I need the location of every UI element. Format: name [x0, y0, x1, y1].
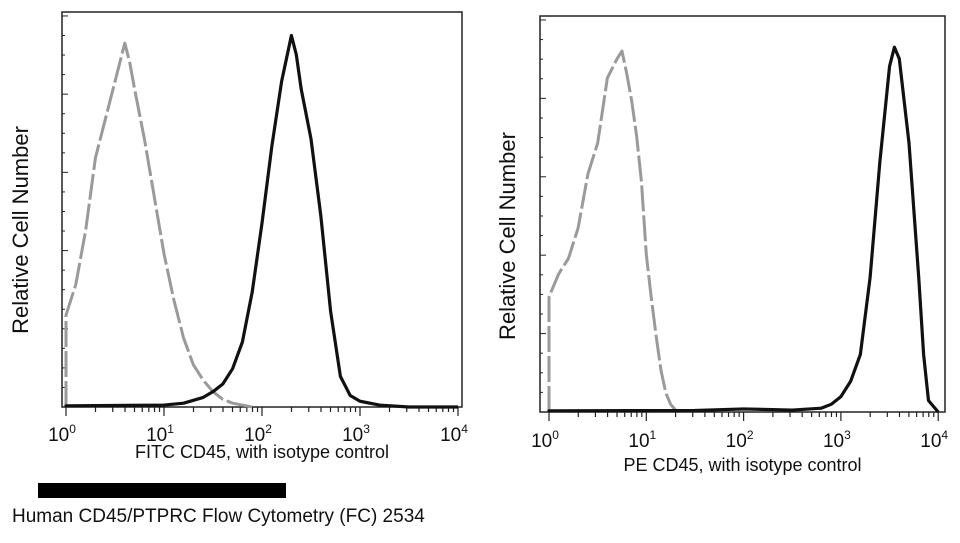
x-tick-label: 101 [628, 428, 656, 452]
redacted-copyright-bar [38, 483, 286, 498]
x-tick-label: 103 [823, 428, 851, 452]
histogram-panel-1: 100 101 1 0 2 103 104 FITC CD45, with isotype c… [8, 11, 468, 462]
figure-caption: Human CD45/PTPRC Flow Cytometry (FC) 253… [12, 506, 425, 527]
series-isotype-control-line [64, 41, 253, 409]
series-cd45-line [64, 33, 458, 409]
x-tick-exponent: 2 [747, 428, 754, 442]
x-tick-label: 104 [920, 428, 948, 452]
series-isotype-control-line [547, 49, 677, 412]
y-axis-label: Relative Cell Number [8, 126, 33, 334]
x-tick-exponent: 0 [69, 422, 76, 436]
x-tick-exponent: 1 [650, 428, 657, 442]
x-tick-exponent: 1 [167, 422, 174, 436]
x-tick-exponent: 2 [265, 422, 272, 436]
x-tick-exponent: 4 [461, 422, 468, 436]
plot-frame [539, 15, 946, 413]
x-tick-exponent: 3 [844, 428, 851, 442]
x-axis-label: PE CD45, with isotype control [623, 455, 861, 475]
y-axis-label: Relative Cell Number [495, 132, 520, 340]
x-tick-label: 104 [440, 422, 468, 446]
plot-frame [61, 11, 463, 408]
x-axis-label: FITC CD45, with isotype control [135, 442, 389, 462]
x-tick-exponent: 4 [941, 428, 948, 442]
x-tick-exponent: 0 [552, 428, 559, 442]
x-tick-label: 102 [726, 428, 754, 452]
x-tick-label: 100 [531, 428, 559, 452]
series-cd45-line [547, 45, 940, 414]
x-tick-label: 100 [48, 422, 76, 446]
x-tick-label: 101 [146, 422, 174, 446]
x-tick-label: 103 [342, 422, 370, 446]
x-tick-exponent: 3 [363, 422, 370, 436]
